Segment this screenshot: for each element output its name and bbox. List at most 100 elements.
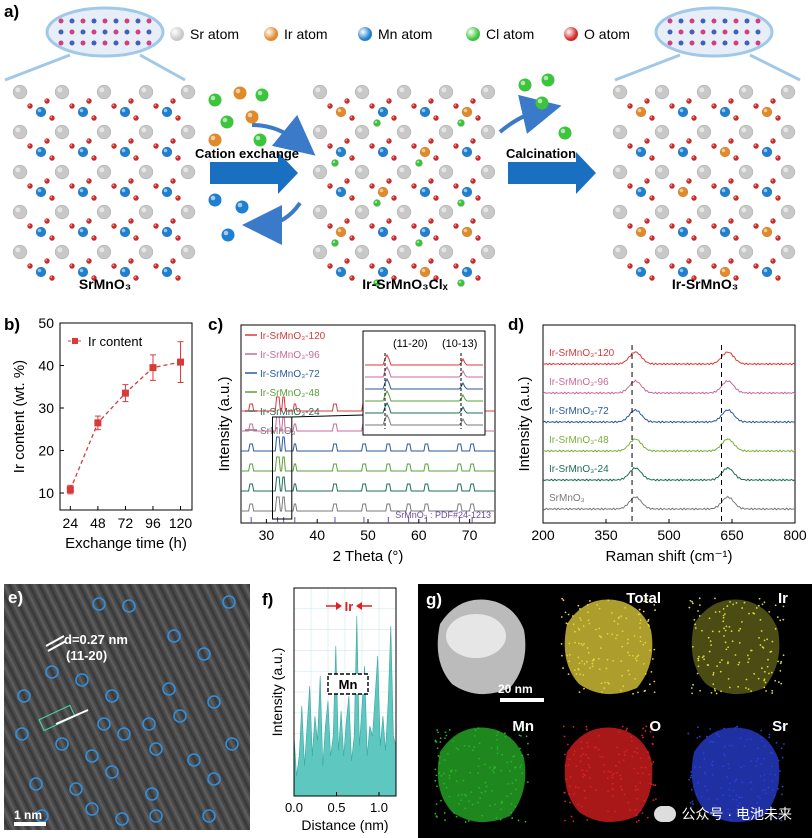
floating-atom — [541, 73, 555, 87]
o-atom — [369, 143, 375, 149]
element-speckle — [527, 753, 529, 756]
o-atom — [386, 258, 392, 264]
sr-atom-highlight — [741, 167, 747, 173]
element-speckle — [738, 641, 741, 644]
element-speckle — [642, 610, 645, 613]
element-speckle — [697, 659, 700, 662]
element-speckle — [704, 785, 706, 787]
element-speckle — [696, 672, 699, 675]
lattice-fringe — [217, 584, 250, 651]
o-atom — [153, 103, 159, 109]
element-speckle — [631, 755, 634, 758]
element-speckle — [654, 784, 657, 787]
sr-atom-highlight — [483, 207, 489, 213]
eds-particle — [688, 597, 785, 695]
sr-atom-highlight — [141, 127, 147, 133]
element-speckle — [653, 680, 656, 683]
element-speckle — [612, 659, 615, 662]
element-speckle — [514, 766, 517, 768]
data-point — [66, 486, 74, 494]
element-speckle — [651, 743, 654, 746]
element-speckle — [570, 815, 573, 818]
element-speckle — [613, 620, 616, 623]
element-speckle — [490, 747, 493, 749]
o-atom — [175, 195, 181, 201]
floating-atom — [208, 93, 222, 107]
zoom-pattern-dot — [146, 18, 152, 24]
o-atom-highlight — [87, 99, 90, 102]
o-atom — [49, 195, 55, 201]
mn-atom-highlight — [121, 228, 126, 233]
legend-o-atom: O atom — [564, 26, 630, 42]
o-atom-highlight — [370, 264, 373, 267]
element-speckle — [714, 804, 717, 807]
eds-map-label: Mn — [512, 718, 534, 735]
sr-atom — [354, 244, 370, 260]
sr-atom-highlight — [783, 127, 789, 133]
atom-circle-marker — [207, 772, 221, 786]
ir-atom-highlight — [337, 228, 342, 233]
zoom-pattern-dot — [667, 18, 673, 24]
element-speckle — [637, 691, 639, 694]
sr-atom-highlight — [141, 207, 147, 213]
sr-atom — [780, 164, 796, 180]
mn-atom-highlight — [337, 188, 342, 193]
legend-dot — [466, 27, 480, 41]
cl-atom-highlight — [416, 160, 420, 164]
sr-atom — [438, 84, 454, 100]
o-atom-highlight — [350, 276, 353, 279]
raman-spectrum — [542, 495, 796, 511]
element-speckle — [603, 687, 605, 690]
element-speckle — [768, 672, 770, 675]
o-atom-highlight — [729, 259, 732, 262]
element-speckle — [722, 794, 725, 797]
o-atom-highlight — [28, 224, 31, 227]
mn-atom-highlight — [37, 108, 42, 113]
element-speckle — [639, 809, 642, 812]
o-atom — [175, 275, 181, 281]
element-speckle — [701, 629, 703, 632]
eds-map-haadf — [418, 584, 542, 708]
mn-atom-highlight — [421, 188, 426, 193]
element-speckle — [707, 797, 710, 800]
series-legend-label: SrMnO₃ — [260, 426, 296, 437]
element-speckle — [761, 789, 764, 791]
xrd-pattern — [241, 456, 495, 472]
o-atom — [111, 143, 117, 149]
element-speckle — [579, 760, 582, 763]
o-atom-highlight — [370, 224, 373, 227]
series-label: Ir-SrMnO₃-24 — [549, 464, 609, 475]
element-speckle — [437, 754, 440, 757]
element-speckle — [510, 760, 513, 763]
atom-circle-marker — [15, 727, 29, 741]
o-atom — [711, 263, 717, 269]
element-speckle — [718, 630, 721, 633]
o-atom-highlight — [112, 184, 115, 187]
o-atom-highlight — [776, 196, 779, 199]
atom-circle-marker — [225, 737, 239, 751]
element-speckle — [496, 752, 499, 755]
element-speckle — [763, 678, 766, 681]
element-speckle — [623, 750, 626, 753]
panel-a-label: a) — [4, 2, 20, 21]
zoom-pattern-dot — [711, 18, 717, 24]
cl-atom — [457, 119, 465, 127]
o-atom-highlight — [712, 224, 715, 227]
floating-atom-highlight — [560, 128, 566, 134]
atom-circle-marker — [145, 787, 159, 801]
element-speckle — [759, 775, 762, 777]
x-tick-label: 72 — [118, 515, 134, 531]
series-legend-label: Ir-SrMnO₃-48 — [260, 388, 320, 399]
o-atom — [175, 235, 181, 241]
element-speckle — [769, 817, 772, 820]
zoom-pattern-dot — [689, 29, 695, 35]
o-atom-highlight — [454, 224, 457, 227]
element-speckle — [496, 738, 499, 741]
sr-atom-highlight — [357, 87, 363, 93]
lattice-fringe — [4, 642, 96, 830]
panel-f-label: f) — [262, 590, 274, 609]
element-speckle — [621, 630, 624, 633]
element-speckle — [711, 764, 714, 767]
o-atom-highlight — [754, 224, 757, 227]
